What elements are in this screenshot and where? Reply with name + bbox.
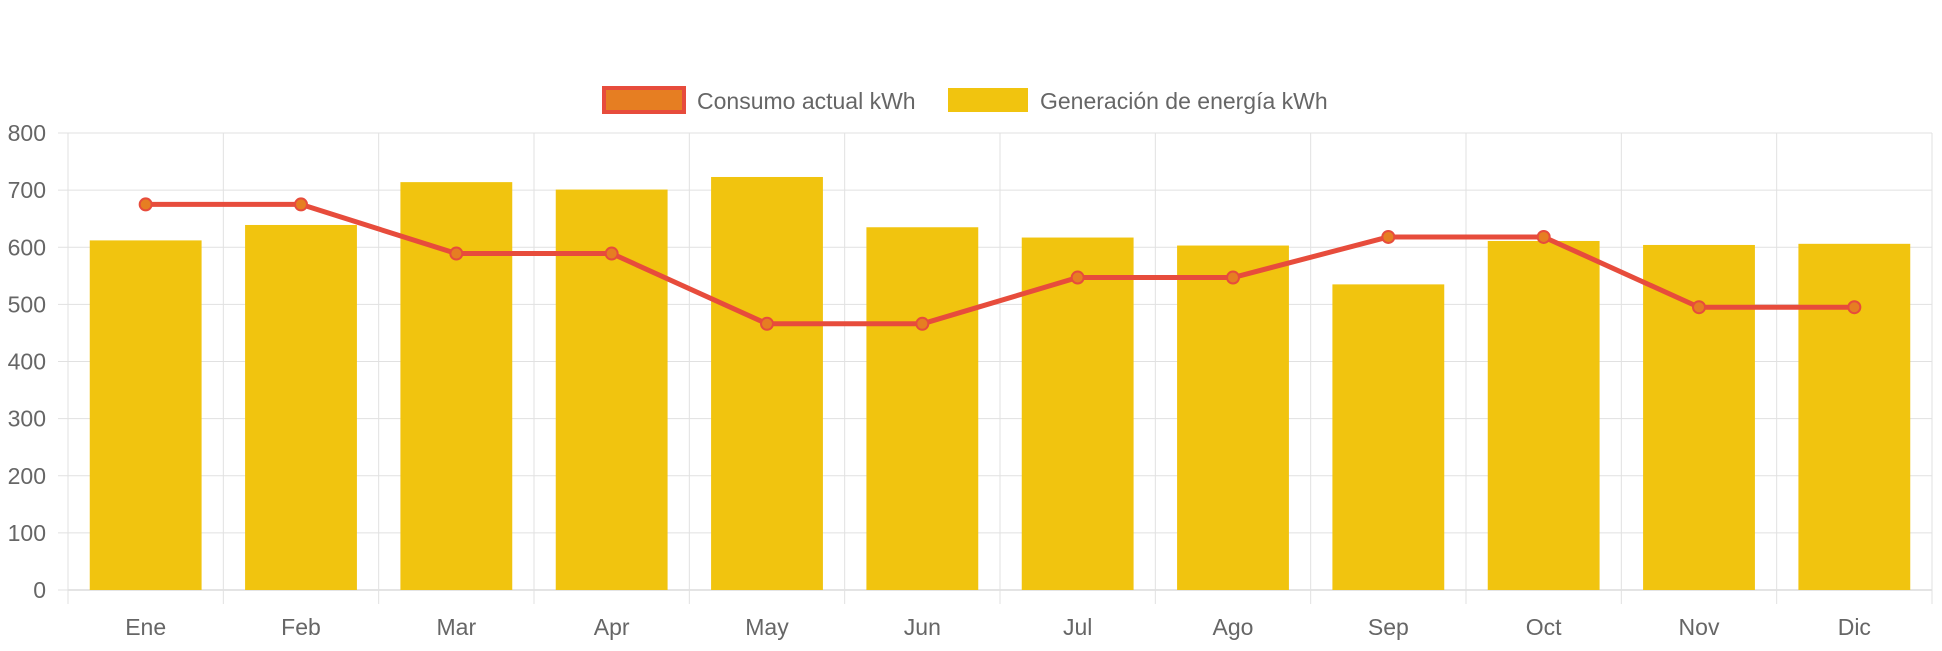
x-tick-label: Mar bbox=[437, 614, 477, 640]
y-tick-label: 800 bbox=[8, 120, 46, 146]
y-tick-label: 200 bbox=[8, 463, 46, 489]
point-consumo bbox=[1692, 300, 1706, 315]
line-consumo bbox=[145, 201, 1855, 327]
x-tick-label: Nov bbox=[1679, 614, 1720, 640]
legend-item-generacion[interactable]: Generación de energía kWh bbox=[948, 88, 1328, 114]
x-tick-label: Dic bbox=[1838, 614, 1871, 640]
bar-generacion bbox=[1021, 237, 1134, 590]
x-axis: Ene Feb Mar Apr May Jun Jul Ago Sep Oct Nov Dic bbox=[125, 614, 1871, 640]
point-consumo bbox=[1847, 300, 1862, 315]
x-tick-label: Apr bbox=[594, 614, 630, 640]
point-consumo bbox=[294, 197, 308, 212]
x-tick-label: Sep bbox=[1368, 614, 1409, 640]
point-consumo bbox=[1381, 229, 1396, 244]
point-consumo bbox=[1226, 270, 1240, 285]
bar-generacion bbox=[1487, 240, 1600, 590]
point-consumo bbox=[1536, 229, 1551, 244]
y-tick-label: 400 bbox=[8, 349, 46, 375]
y-tick-label: 700 bbox=[8, 177, 46, 203]
y-axis: 0 100 200 300 400 500 600 700 800 bbox=[8, 120, 46, 603]
x-tick-label: Jul bbox=[1063, 614, 1092, 640]
x-tick-label: Ene bbox=[125, 614, 166, 640]
legend-item-consumo[interactable]: Consumo actual kWh bbox=[602, 86, 916, 114]
grid bbox=[58, 132, 1933, 604]
x-tick-label: Oct bbox=[1526, 614, 1562, 640]
point-consumo bbox=[1070, 270, 1085, 285]
bar-generacion bbox=[89, 240, 202, 590]
legend-label-consumo: Consumo actual kWh bbox=[697, 88, 916, 114]
point-consumo bbox=[449, 246, 464, 261]
legend-label-generacion: Generación de energía kWh bbox=[1040, 88, 1328, 114]
x-tick-label: May bbox=[745, 614, 789, 640]
x-tick-label: Feb bbox=[281, 614, 321, 640]
legend-swatch-consumo bbox=[602, 86, 686, 114]
y-tick-label: 600 bbox=[8, 234, 46, 260]
bar-generacion bbox=[866, 227, 979, 590]
legend-swatch-generacion bbox=[948, 88, 1028, 112]
x-tick-label: Ago bbox=[1213, 614, 1254, 640]
bar-generacion bbox=[1177, 245, 1289, 590]
bar-generacion bbox=[1332, 284, 1445, 590]
bar-generacion bbox=[1798, 243, 1911, 590]
y-tick-label: 100 bbox=[8, 520, 46, 546]
point-consumo bbox=[604, 246, 619, 261]
y-tick-label: 500 bbox=[8, 291, 46, 317]
y-tick-label: 300 bbox=[8, 406, 46, 432]
bar-generacion bbox=[711, 176, 823, 590]
y-tick-label: 0 bbox=[33, 577, 46, 603]
point-consumo bbox=[915, 316, 930, 331]
line-layer bbox=[138, 197, 1862, 331]
legend[interactable]: Consumo actual kWh Generación de energía … bbox=[602, 86, 1328, 114]
x-tick-label: Jun bbox=[904, 614, 941, 640]
point-consumo bbox=[138, 197, 153, 212]
bar-generacion bbox=[245, 224, 357, 590]
point-consumo bbox=[760, 316, 774, 331]
bar-generacion bbox=[1643, 244, 1755, 590]
